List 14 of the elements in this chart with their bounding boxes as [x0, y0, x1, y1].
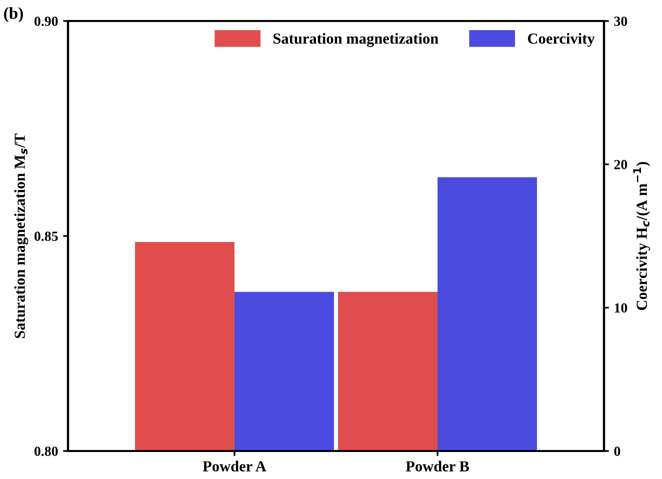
x-tick-label: Powder A: [202, 460, 266, 472]
legend-label: Saturation magnetization: [274, 33, 438, 47]
y-tick-label: 0.90: [34, 16, 58, 26]
y2-tick-label: 20: [614, 160, 628, 170]
legend-label: Coercivity: [528, 33, 595, 47]
y2-axis-title: Coercivity H$_{c}$/(A m$^{−1}$): [633, 162, 650, 310]
y2-tick-label: 30: [614, 16, 628, 26]
y2-tick-label: 10: [614, 303, 628, 313]
y-tick-label: 0.80: [34, 446, 58, 456]
x-tick-label: Powder B: [406, 460, 469, 472]
text: (b): [4, 7, 23, 22]
y-tick-label: 0.85: [34, 232, 58, 242]
y2-tick-label: 0: [614, 446, 620, 456]
y-axis-title: Saturation magnetization M$_{s}$/T: [14, 134, 28, 338]
